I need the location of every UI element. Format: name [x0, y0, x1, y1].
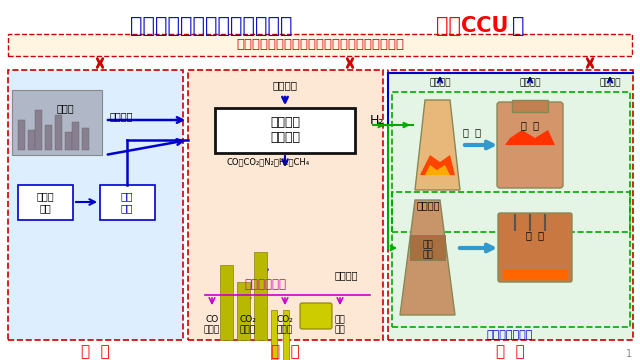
- Bar: [8, 34, 632, 56]
- Text: 石化厂: 石化厂: [57, 103, 75, 113]
- Bar: [35, 110, 42, 150]
- Bar: [72, 122, 79, 150]
- Text: 化  工: 化 工: [271, 345, 300, 360]
- Text: 催化合成: 催化合成: [335, 270, 358, 280]
- Bar: [18, 120, 25, 150]
- Polygon shape: [503, 270, 568, 280]
- Text: 氢冶金低碳冶炼: 氢冶金低碳冶炼: [487, 330, 533, 340]
- Bar: [392, 92, 630, 232]
- Bar: [100, 185, 155, 220]
- Text: 电解
制氢: 电解 制氢: [121, 191, 133, 213]
- Text: 气体净化
捕集分离: 气体净化 捕集分离: [270, 116, 300, 144]
- Bar: [410, 235, 445, 260]
- FancyBboxPatch shape: [497, 102, 563, 188]
- Text: 石化废氢: 石化废氢: [110, 111, 134, 121]
- Text: H₂: H₂: [370, 113, 385, 126]
- Text: 高炉煤气: 高炉煤气: [429, 78, 451, 87]
- Polygon shape: [400, 200, 455, 315]
- Bar: [512, 100, 548, 112]
- Text: CO₂
制甲酸: CO₂ 制甲酸: [239, 315, 257, 335]
- Bar: [392, 192, 630, 327]
- Bar: [82, 128, 89, 150]
- Text: 高  炉: 高 炉: [463, 127, 481, 137]
- FancyBboxPatch shape: [498, 213, 572, 282]
- Text: 竖炉尾气: 竖炉尾气: [599, 78, 621, 87]
- Bar: [215, 108, 355, 153]
- Text: 气基
竖炉: 气基 竖炉: [422, 240, 433, 260]
- Bar: [12, 90, 102, 155]
- Bar: [28, 130, 35, 150]
- Polygon shape: [420, 155, 455, 175]
- Bar: [8, 70, 183, 340]
- Bar: [45, 125, 52, 150]
- Text: 能  源: 能 源: [81, 345, 109, 360]
- Bar: [220, 265, 233, 340]
- Text: 神威CCU: 神威CCU: [436, 16, 508, 36]
- Text: 转炉煤气: 转炉煤气: [519, 78, 541, 87]
- Bar: [388, 70, 633, 340]
- Text: 东北大学低碳钢铁技术路线（: 东北大学低碳钢铁技术路线（: [130, 16, 292, 36]
- Polygon shape: [505, 130, 555, 145]
- Text: 转  炉: 转 炉: [521, 120, 539, 130]
- Bar: [283, 310, 289, 360]
- Text: CO
制甲醇: CO 制甲醇: [204, 315, 220, 335]
- Text: 气基竖炉: 气基竖炉: [416, 200, 440, 210]
- Text: CO、CO₂、N₂、H₂、CH₄: CO、CO₂、N₂、H₂、CH₄: [227, 158, 310, 166]
- Text: 可再生
能源: 可再生 能源: [36, 191, 54, 213]
- Bar: [55, 115, 62, 150]
- Text: 电  炉: 电 炉: [526, 230, 544, 240]
- Bar: [237, 282, 250, 340]
- Bar: [18, 185, 73, 220]
- Bar: [188, 70, 383, 340]
- Text: 化工产品制备: 化工产品制备: [244, 279, 286, 292]
- FancyBboxPatch shape: [300, 303, 332, 329]
- Text: 钢厂尾气: 钢厂尾气: [273, 80, 298, 90]
- Bar: [254, 252, 267, 340]
- Text: 1: 1: [626, 349, 632, 359]
- Polygon shape: [425, 165, 450, 175]
- Polygon shape: [415, 100, 460, 190]
- Bar: [271, 310, 277, 360]
- Bar: [65, 132, 72, 150]
- Text: 钢  铁: 钢 铁: [495, 345, 524, 360]
- Text: CO₂
制乙酸: CO₂ 制乙酸: [276, 315, 293, 335]
- Text: ）: ）: [512, 16, 525, 36]
- Text: 基于工业互联网平台的一体化网络集成智能制造: 基于工业互联网平台的一体化网络集成智能制造: [236, 39, 404, 51]
- Text: 化工
产品: 化工 产品: [335, 315, 346, 335]
